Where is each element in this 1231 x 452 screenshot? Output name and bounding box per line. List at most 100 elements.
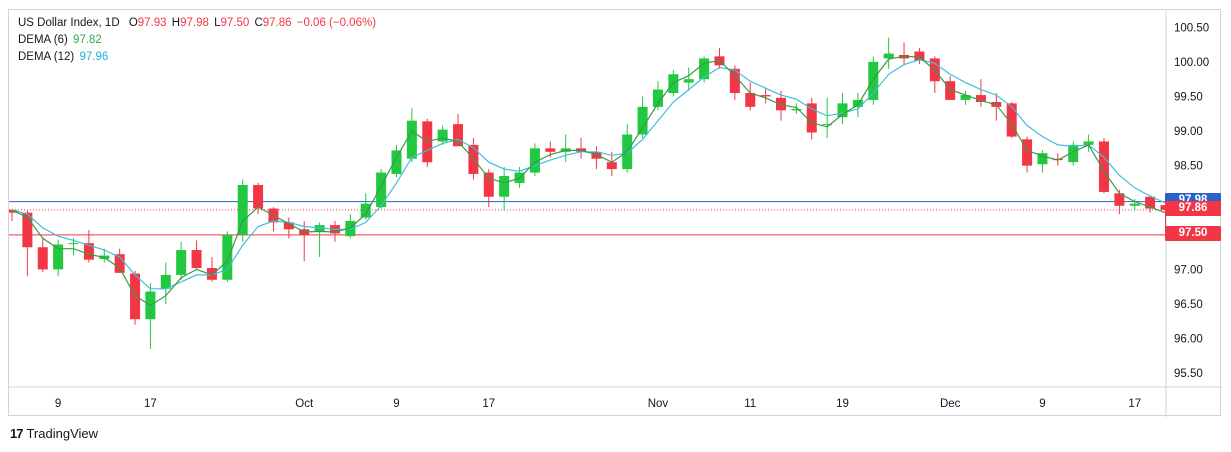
candle bbox=[437, 125, 448, 145]
x-tick-label: 9 bbox=[55, 398, 61, 410]
y-tick-label: 100.00 bbox=[1174, 57, 1209, 69]
candle bbox=[683, 67, 694, 91]
tradingview-brand: TradingView bbox=[26, 426, 99, 441]
ema-long-value: 97.96 bbox=[79, 51, 109, 63]
close-label: C bbox=[254, 17, 263, 29]
x-tick-label: 17 bbox=[144, 398, 157, 410]
candle bbox=[960, 90, 971, 105]
candle bbox=[1083, 134, 1094, 152]
candle bbox=[745, 82, 756, 111]
close-value: 97.86 bbox=[262, 17, 292, 29]
candle bbox=[1098, 137, 1109, 194]
candle bbox=[68, 238, 79, 256]
candle bbox=[422, 118, 433, 168]
y-tick-label: 99.50 bbox=[1174, 91, 1203, 103]
candle bbox=[1068, 141, 1079, 166]
candle bbox=[499, 167, 510, 211]
candle bbox=[1006, 102, 1017, 138]
price-chart[interactable]: 100.50100.0099.5099.0098.5098.0097.5097.… bbox=[9, 10, 1222, 417]
candle bbox=[222, 231, 233, 282]
candle bbox=[822, 97, 833, 138]
candle bbox=[1037, 150, 1048, 173]
low-value: 97.50 bbox=[220, 17, 250, 29]
open-label: O bbox=[128, 17, 138, 29]
high-value: 97.98 bbox=[180, 17, 209, 29]
ema-long-line bbox=[11, 59, 1166, 290]
candle bbox=[22, 210, 33, 277]
x-tick-label: 9 bbox=[393, 398, 399, 410]
price-lines bbox=[9, 201, 1166, 236]
candle bbox=[883, 37, 894, 69]
candle bbox=[253, 182, 264, 215]
x-tick-label: 17 bbox=[482, 398, 495, 410]
ohlc-legend: US Dollar Index, 1D O97.93 H97.98 L97.50… bbox=[18, 15, 378, 31]
tradingview-logo-icon: 17 bbox=[10, 426, 24, 441]
chart-frame[interactable]: 100.50100.0099.5099.0098.5098.0097.5097.… bbox=[8, 9, 1222, 417]
candle bbox=[53, 239, 64, 277]
candle bbox=[699, 56, 710, 83]
x-tick-label: 19 bbox=[836, 398, 849, 410]
candle bbox=[837, 93, 848, 125]
x-tick-label: Dec bbox=[940, 398, 961, 410]
y-tick-label: 96.00 bbox=[1174, 334, 1203, 346]
candle bbox=[776, 90, 786, 121]
x-tick-label: 11 bbox=[744, 398, 756, 410]
candle bbox=[206, 256, 217, 282]
candle bbox=[637, 96, 648, 138]
candle bbox=[868, 56, 879, 105]
candle bbox=[345, 214, 356, 239]
change-value: −0.06 (−0.06%) bbox=[296, 17, 377, 29]
candle bbox=[360, 193, 371, 220]
candle bbox=[529, 143, 540, 177]
candle bbox=[975, 79, 986, 107]
y-tick-label: 97.00 bbox=[1174, 264, 1203, 276]
ema-long-legend[interactable]: DEMA (12) 97.96 bbox=[18, 49, 110, 65]
ema-short-legend[interactable]: DEMA (6) 97.82 bbox=[18, 32, 104, 48]
candle bbox=[760, 88, 771, 104]
symbol-title[interactable]: US Dollar Index, 1D bbox=[18, 17, 120, 29]
candle bbox=[176, 241, 187, 280]
candle bbox=[1022, 136, 1033, 173]
candle bbox=[729, 65, 740, 100]
x-tick-label: Nov bbox=[648, 398, 669, 410]
ema-long-label: DEMA (12) bbox=[18, 51, 75, 63]
candle bbox=[1129, 198, 1140, 211]
tradingview-logo[interactable]: 17 TradingView bbox=[10, 426, 98, 441]
candle bbox=[191, 240, 202, 270]
candle bbox=[1145, 195, 1156, 213]
grid bbox=[9, 10, 1222, 417]
candle bbox=[37, 238, 48, 273]
candle bbox=[806, 97, 817, 140]
ema-short-line bbox=[11, 55, 1166, 307]
price-label: 97.50 bbox=[1165, 226, 1221, 242]
candle bbox=[791, 103, 802, 114]
y-tick-label: 100.50 bbox=[1174, 22, 1209, 34]
time-axis[interactable]: 9 17 Oct 9 17 Nov 11 19 Dec 9 17 bbox=[55, 398, 1141, 410]
candle bbox=[83, 229, 94, 263]
y-tick-label: 96.50 bbox=[1174, 299, 1203, 311]
candle bbox=[652, 81, 663, 111]
candle bbox=[160, 262, 171, 304]
candle bbox=[483, 169, 494, 208]
candle bbox=[283, 217, 294, 239]
candle bbox=[406, 108, 417, 163]
y-tick-label: 98.50 bbox=[1174, 161, 1203, 173]
y-tick-label: 99.00 bbox=[1174, 126, 1203, 138]
candle bbox=[914, 48, 925, 64]
x-tick-label: Oct bbox=[295, 398, 314, 410]
low-label: L bbox=[214, 17, 221, 29]
x-tick-label: 17 bbox=[1128, 398, 1141, 410]
candle bbox=[237, 179, 248, 242]
y-tick-label: 95.50 bbox=[1174, 368, 1203, 380]
ema-lines bbox=[11, 55, 1166, 307]
price-label: 97.86 bbox=[1165, 201, 1221, 217]
candle bbox=[376, 169, 387, 209]
candle bbox=[391, 144, 402, 178]
candle bbox=[9, 209, 17, 221]
ema-short-value: 97.82 bbox=[73, 34, 102, 46]
x-tick-label: 9 bbox=[1039, 398, 1045, 410]
candle bbox=[945, 75, 956, 100]
high-label: H bbox=[171, 17, 181, 29]
ema-short-label: DEMA (6) bbox=[18, 34, 68, 46]
open-value: 97.93 bbox=[137, 17, 167, 29]
